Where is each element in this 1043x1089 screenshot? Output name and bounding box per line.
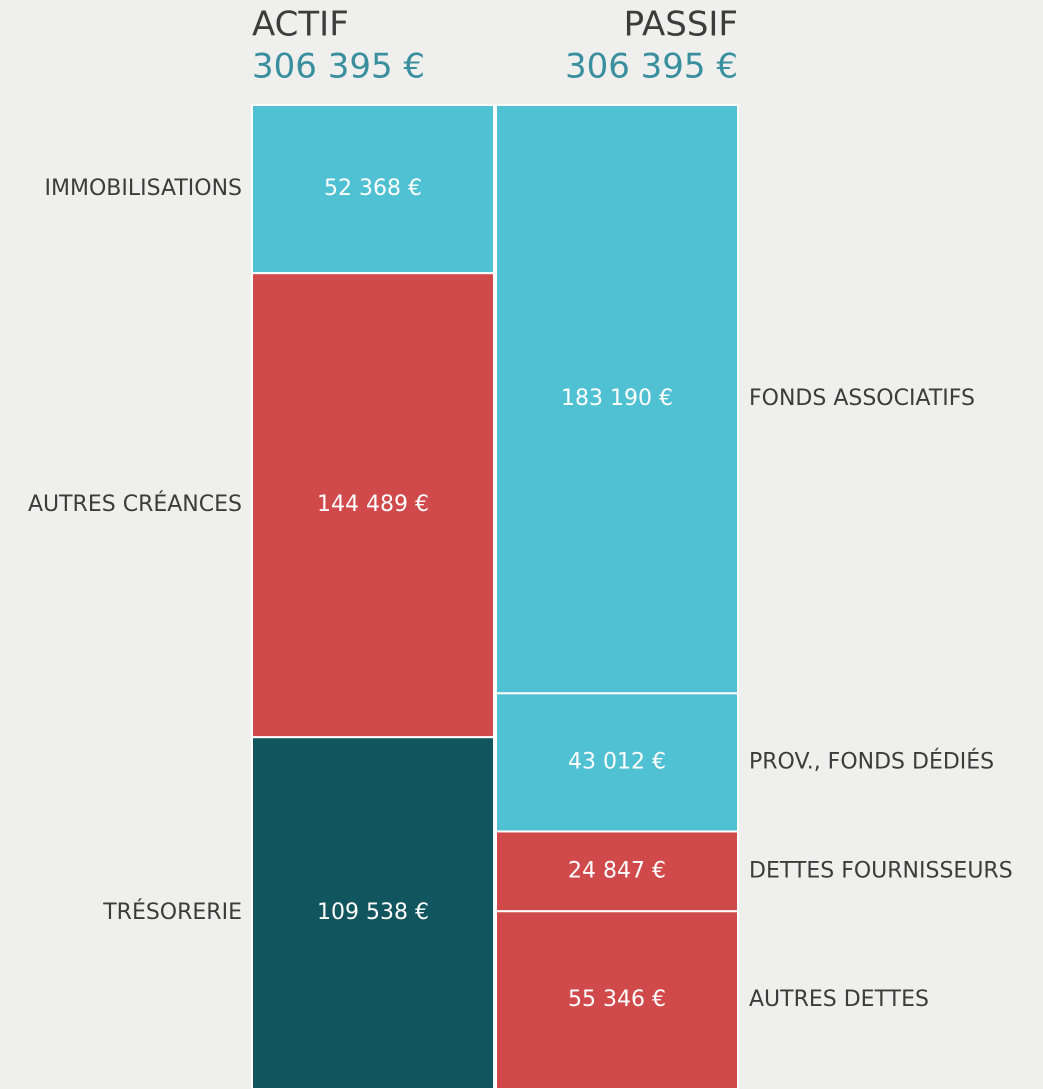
segment [495,692,739,833]
value-label: 24 847 € [568,858,666,883]
category-label: FONDS ASSOCIATIFS [749,386,975,411]
category-label: AUTRES DETTES [749,987,929,1012]
value-label: 52 368 € [324,176,422,201]
value-label: 109 538 € [317,900,429,925]
segment [495,910,739,1089]
category-label: AUTRES CRÉANCES [28,491,242,517]
segment [251,736,495,1089]
column-total: 306 395 € [252,47,425,87]
column-total: 306 395 € [565,47,738,87]
category-label: IMMOBILISATIONS [45,176,242,201]
value-label: 183 190 € [561,386,673,411]
category-label: PROV., FONDS DÉDIÉS [749,748,994,774]
segment [251,272,495,739]
value-label: 144 489 € [317,492,429,517]
value-label: 43 012 € [568,749,666,774]
segment [251,104,495,275]
column-title: ACTIF [252,5,349,45]
segment [495,830,739,913]
category-label: DETTES FOURNISSEURS [749,858,1013,883]
category-label: TRÉSORERIE [102,899,242,925]
value-label: 55 346 € [568,987,666,1012]
column-title: PASSIF [624,5,738,45]
segment [495,104,739,695]
